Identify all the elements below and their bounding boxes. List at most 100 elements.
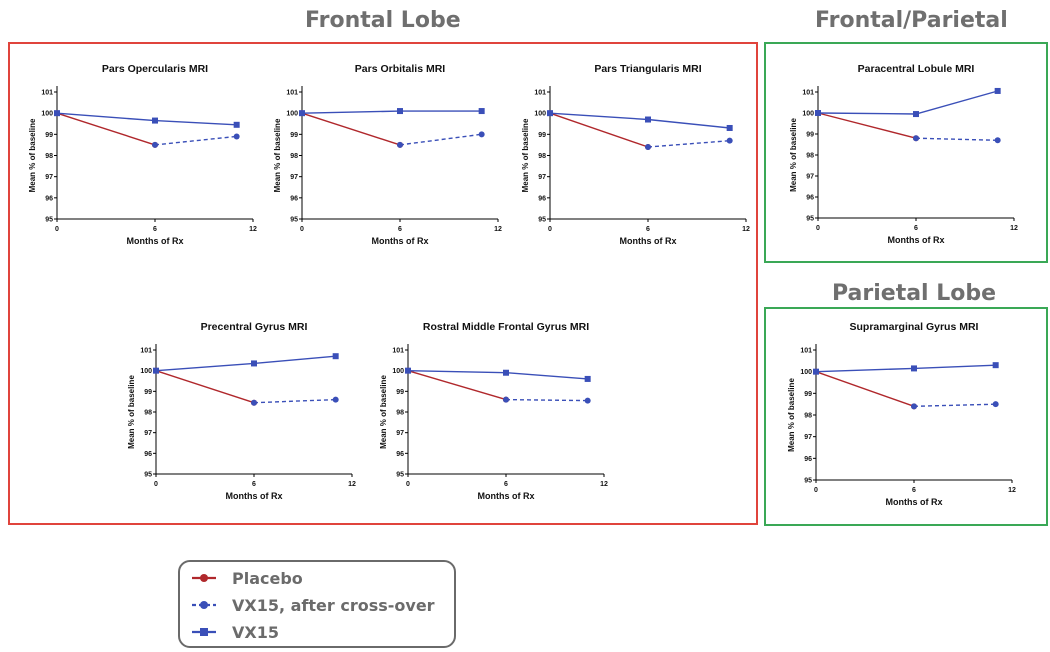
x-tick-label: 12 xyxy=(600,481,608,488)
data-point xyxy=(994,87,1001,94)
data-point xyxy=(54,110,60,117)
data-point xyxy=(152,141,158,148)
chart-3: Precentral Gyrus MRI 95 96 97 98 99 100 101 0 6 12… xyxy=(127,321,356,501)
data-point xyxy=(152,117,158,124)
y-tick-label: 96 xyxy=(396,451,404,458)
legend-swatch-vx15-crossover-icon xyxy=(192,601,216,609)
y-tick-label: 99 xyxy=(396,389,404,396)
x-tick-label: 6 xyxy=(646,226,650,233)
legend-item-placebo: Placebo xyxy=(190,566,303,590)
x-tick-label: 6 xyxy=(252,481,256,488)
y-tick-label: 98 xyxy=(144,410,152,417)
y-tick-label: 95 xyxy=(290,217,298,224)
chart-title: Rostral Middle Frontal Gyrus MRI xyxy=(423,321,589,333)
group-box-frontal-parietal xyxy=(764,42,1048,263)
legend-label-vx15: VX15 xyxy=(232,622,279,642)
y-tick-label: 96 xyxy=(806,195,814,202)
y-tick-label: 98 xyxy=(804,413,812,420)
group-title-frontal-parietal: Frontal/Parietal xyxy=(815,8,1008,33)
data-point xyxy=(153,367,159,374)
group-box-parietal xyxy=(764,307,1048,526)
y-tick-label: 99 xyxy=(45,132,53,139)
y-axis-label: Mean % of baseline xyxy=(379,375,388,449)
chart-title: Pars Opercularis MRI xyxy=(102,63,208,75)
x-axis-label: Months of Rx xyxy=(478,491,535,501)
legend-item-vx15-crossover: VX15, after cross-over xyxy=(190,593,435,617)
data-point xyxy=(233,121,240,128)
data-point xyxy=(397,108,403,115)
y-tick-label: 95 xyxy=(538,217,546,224)
y-tick-label: 99 xyxy=(290,132,298,139)
y-tick-label: 97 xyxy=(804,434,812,441)
y-tick-label: 99 xyxy=(804,391,812,398)
chart-1: Pars Orbitalis MRI 95 96 97 98 99 100 101 0 6 12 Mo… xyxy=(273,63,502,246)
series-line xyxy=(817,90,998,115)
series-line xyxy=(155,355,336,372)
x-axis-label: Months of Rx xyxy=(886,497,943,507)
series-line xyxy=(815,371,915,407)
data-point xyxy=(645,116,651,123)
y-tick-label: 98 xyxy=(290,153,298,160)
chart-0: Pars Opercularis MRI 95 96 97 98 99 100 101 0 6 12… xyxy=(28,63,257,246)
y-tick-label: 97 xyxy=(290,174,298,181)
data-point xyxy=(251,360,257,367)
y-tick-label: 98 xyxy=(396,410,404,417)
chart-2: Pars Triangularis MRI 95 96 97 98 99 100 101 0 6 1… xyxy=(521,63,750,246)
x-tick-label: 6 xyxy=(504,481,508,488)
y-tick-label: 96 xyxy=(538,195,546,202)
y-tick-label: 101 xyxy=(41,90,53,97)
y-tick-label: 101 xyxy=(534,90,546,97)
chart-title: Paracentral Lobule MRI xyxy=(858,63,975,75)
x-tick-label: 12 xyxy=(348,481,356,488)
y-tick-label: 96 xyxy=(45,195,53,202)
y-tick-label: 101 xyxy=(800,348,812,355)
y-tick-label: 96 xyxy=(144,451,152,458)
data-point xyxy=(478,131,485,138)
series-line xyxy=(647,140,730,148)
x-axis-label: Months of Rx xyxy=(888,235,945,245)
y-tick-label: 100 xyxy=(140,368,152,375)
x-tick-label: 6 xyxy=(398,226,402,233)
series-line xyxy=(56,112,156,146)
data-point xyxy=(251,399,257,406)
series-line xyxy=(56,112,237,126)
x-tick-label: 0 xyxy=(548,226,552,233)
y-tick-label: 98 xyxy=(806,153,814,160)
y-tick-label: 101 xyxy=(286,90,298,97)
series-line xyxy=(817,112,917,139)
series-line xyxy=(505,398,588,402)
data-point xyxy=(815,110,821,116)
series-line xyxy=(815,364,996,373)
chart-title: Pars Orbitalis MRI xyxy=(355,63,446,75)
y-tick-label: 97 xyxy=(538,174,546,181)
x-tick-label: 0 xyxy=(816,225,820,232)
data-point xyxy=(478,108,485,115)
data-point xyxy=(584,375,591,382)
y-tick-label: 101 xyxy=(392,348,404,355)
legend-swatch-marker xyxy=(200,601,208,609)
x-tick-label: 12 xyxy=(742,226,750,233)
y-tick-label: 99 xyxy=(144,389,152,396)
x-tick-label: 6 xyxy=(914,225,918,232)
legend-item-vx15: VX15 xyxy=(190,620,279,644)
legend-label-placebo: Placebo xyxy=(232,568,303,588)
chart-4: Rostral Middle Frontal Gyrus MRI 95 96 97 98… xyxy=(379,321,608,501)
data-point xyxy=(332,396,339,403)
data-point xyxy=(992,362,999,369)
legend-swatch-placebo-icon xyxy=(192,574,216,582)
y-tick-label: 97 xyxy=(45,174,53,181)
y-tick-label: 100 xyxy=(802,111,814,118)
x-tick-label: 0 xyxy=(406,481,410,488)
y-tick-label: 100 xyxy=(286,111,298,118)
y-tick-label: 100 xyxy=(392,368,404,375)
data-point xyxy=(813,368,819,375)
y-tick-label: 96 xyxy=(290,195,298,202)
data-point xyxy=(726,124,733,131)
y-tick-label: 96 xyxy=(804,456,812,463)
data-point xyxy=(503,369,509,376)
y-tick-label: 95 xyxy=(396,472,404,479)
y-tick-label: 95 xyxy=(806,216,814,223)
group-title-frontal: Frontal Lobe xyxy=(305,8,461,33)
y-tick-label: 101 xyxy=(140,348,152,355)
